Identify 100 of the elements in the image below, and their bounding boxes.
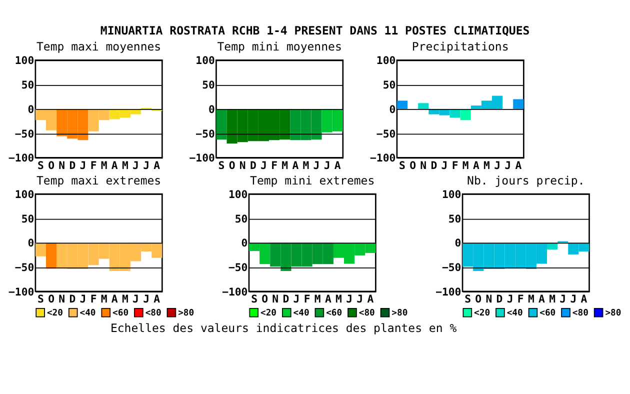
y-tick-label: −100 bbox=[370, 152, 396, 165]
x-tick-label: O bbox=[475, 292, 482, 306]
x-tick-label: J bbox=[356, 292, 364, 306]
x-tick-label: D bbox=[69, 292, 76, 306]
y-tick-label: −100 bbox=[436, 285, 462, 298]
x-tick-label: F bbox=[517, 292, 524, 306]
x-tick-label: A bbox=[472, 158, 480, 172]
x-tick-label: N bbox=[58, 158, 66, 172]
x-tick-label: J bbox=[132, 158, 139, 172]
y-tick-label: 100 bbox=[442, 188, 462, 201]
y-tick-label: 100 bbox=[14, 188, 34, 201]
x-tick-label: J bbox=[313, 158, 320, 172]
y-tick-label: 50 bbox=[21, 78, 34, 92]
y-tick-label: −50 bbox=[442, 261, 462, 274]
x-tick-label: M bbox=[314, 292, 321, 306]
text: MINUARTIA ROSTRATA RCHB 1-4 PRESENT DANS 11 POSTES CLIMATIQUES bbox=[100, 24, 530, 38]
x-tick-label: A bbox=[154, 158, 161, 172]
x-tick-label: A bbox=[111, 292, 118, 306]
x-tick-label: J bbox=[143, 292, 150, 306]
x-tick-label: J bbox=[441, 158, 448, 172]
x-tick-label: O bbox=[48, 158, 54, 172]
x-tick-label: S bbox=[218, 158, 225, 172]
x-tick-label: M bbox=[302, 158, 310, 172]
y-tick-label: 50 bbox=[382, 78, 396, 92]
x-tick-label: J bbox=[504, 158, 512, 172]
y-tick-label: −100 bbox=[222, 285, 248, 298]
x-tick-label: J bbox=[570, 292, 577, 306]
x-tick-label: A bbox=[334, 158, 342, 172]
legend-label: <20 bbox=[46, 308, 63, 318]
y-tick-label: 0 bbox=[28, 236, 34, 250]
chart-title: Temp maxi extremes bbox=[36, 173, 162, 188]
y-tick-label: 100 bbox=[228, 188, 248, 201]
x-tick-label: A bbox=[367, 292, 374, 306]
legend-label: <80 bbox=[572, 308, 588, 318]
x-tick-label: J bbox=[346, 292, 352, 306]
x-tick-label: D bbox=[282, 292, 290, 306]
x-tick-label: J bbox=[494, 158, 500, 172]
legend-label: >80 bbox=[178, 308, 194, 318]
x-tick-label: J bbox=[293, 292, 300, 306]
legend-label: <40 bbox=[506, 308, 523, 318]
x-tick-label: N bbox=[58, 292, 66, 306]
x-tick-label: J bbox=[80, 292, 86, 306]
text: Echelles des valeurs indicatrices des plantes en % bbox=[110, 321, 457, 336]
x-tick-label: D bbox=[69, 158, 76, 172]
x-tick-label: N bbox=[272, 292, 279, 306]
chart-title: Temp mini moyennes bbox=[217, 39, 342, 54]
x-tick-label: S bbox=[464, 292, 472, 306]
x-tick-label: F bbox=[271, 158, 278, 172]
x-tick-label: M bbox=[122, 292, 128, 306]
y-tick-label: 0 bbox=[28, 102, 34, 116]
x-tick-label: S bbox=[38, 292, 44, 306]
y-tick-label: 0 bbox=[208, 102, 215, 116]
legend-label: >80 bbox=[392, 308, 408, 318]
x-tick-label: A bbox=[154, 292, 161, 306]
x-tick-label: N bbox=[239, 158, 246, 172]
x-tick-label: A bbox=[580, 292, 588, 306]
x-tick-label: A bbox=[292, 158, 300, 172]
y-tick-label: −100 bbox=[189, 152, 215, 165]
x-tick-label: J bbox=[80, 158, 86, 172]
x-tick-label: S bbox=[251, 292, 258, 306]
x-tick-label: M bbox=[122, 158, 128, 172]
y-tick-label: 0 bbox=[454, 236, 462, 250]
x-tick-label: A bbox=[111, 158, 118, 172]
x-tick-label: M bbox=[336, 292, 342, 306]
x-tick-label: D bbox=[250, 158, 256, 172]
x-tick-label: O bbox=[228, 158, 236, 172]
legend-label: <40 bbox=[80, 308, 96, 318]
x-tick-label: J bbox=[506, 292, 514, 306]
y-tick-label: 50 bbox=[202, 78, 215, 92]
legend-label: <20 bbox=[260, 308, 277, 318]
y-tick-label: −50 bbox=[14, 261, 34, 274]
x-tick-label: O bbox=[262, 292, 268, 306]
x-tick-label: J bbox=[143, 158, 150, 172]
y-tick-label: −50 bbox=[196, 127, 215, 140]
y-tick-label: 0 bbox=[241, 236, 248, 250]
y-tick-label: 100 bbox=[376, 54, 396, 68]
legend-label: <80 bbox=[358, 308, 375, 318]
legend-label: <80 bbox=[145, 308, 162, 318]
y-tick-label: −50 bbox=[228, 261, 248, 274]
x-tick-label: J bbox=[132, 292, 139, 306]
y-tick-label: −50 bbox=[14, 127, 34, 140]
y-tick-label: −100 bbox=[8, 285, 34, 298]
x-tick-label: A bbox=[324, 292, 332, 306]
chart-title: Nb. jours precip. bbox=[467, 173, 585, 188]
x-tick-label: F bbox=[304, 292, 310, 306]
x-tick-label: F bbox=[90, 292, 97, 306]
x-tick-label: N bbox=[420, 158, 427, 172]
x-tick-label: M bbox=[549, 292, 556, 306]
y-tick-label: 50 bbox=[21, 212, 34, 226]
x-tick-label: F bbox=[452, 158, 458, 172]
x-tick-label: N bbox=[486, 292, 492, 306]
x-tick-label: D bbox=[430, 158, 438, 172]
x-tick-label: M bbox=[484, 158, 490, 172]
chart-title: Precipitations bbox=[412, 39, 509, 54]
x-tick-label: J bbox=[260, 158, 267, 172]
x-tick-label: S bbox=[38, 158, 44, 172]
x-tick-label: M bbox=[462, 158, 469, 172]
y-tick-label: 50 bbox=[234, 212, 248, 226]
x-tick-label: O bbox=[410, 158, 416, 172]
chart-title: Temp maxi moyennes bbox=[36, 39, 162, 54]
